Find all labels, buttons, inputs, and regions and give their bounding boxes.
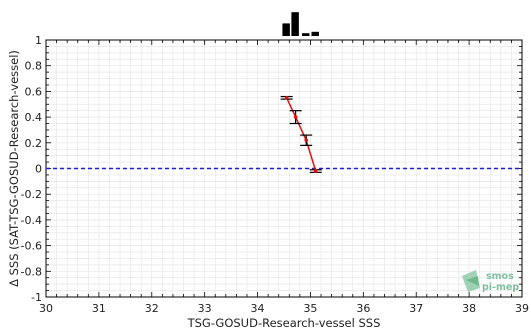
x-tick-label: 37 (409, 302, 423, 315)
data-point (293, 115, 298, 119)
histogram-bar (282, 23, 290, 36)
x-tick-label: 38 (462, 302, 476, 315)
y-tick-label: -0.2 (21, 188, 42, 201)
histogram-layer (282, 12, 319, 36)
y-tick-label: 0.2 (25, 137, 43, 150)
tick-label-layer: 30 31 32 33 34 35 36 37 38 39 -1 -0.8 -0.6 -0.4 -0.2 0 0… (21, 34, 529, 315)
data-point (304, 138, 309, 143)
histogram-bar (301, 33, 310, 36)
x-tick-label: 36 (356, 302, 370, 315)
x-tick-label: 34 (251, 302, 265, 315)
y-tick-label: -1 (31, 291, 42, 304)
data-point (313, 169, 318, 173)
y-tick-label: 1 (35, 34, 42, 47)
y-axis-title: Δ SSS (SAT-TSG-GOSUD-Research-vessel) (7, 50, 21, 287)
y-tick-label: 0.8 (25, 60, 43, 73)
y-tick-label: 0 (35, 163, 42, 176)
x-tick-label: 31 (92, 302, 106, 315)
y-tick-label: 0.4 (25, 111, 43, 124)
histogram-bar (291, 12, 299, 36)
data-point (284, 96, 289, 100)
series-line (285, 97, 317, 172)
y-tick-label: -0.4 (21, 214, 42, 227)
y-tick-label: 0.6 (25, 85, 43, 98)
x-tick-label: 35 (303, 302, 317, 315)
smos-pi-mep-logo: smos pi-mep (462, 270, 519, 293)
y-tick-label: -0.8 (21, 265, 42, 278)
x-tick-label: 39 (515, 302, 529, 315)
logo-line1: smos (486, 271, 514, 282)
x-axis-title: TSG-GOSUD-Research-vessel SSS (187, 316, 381, 330)
y-tick-label: -0.6 (21, 240, 42, 253)
x-tick-label: 30 (39, 302, 53, 315)
series-layer (280, 95, 322, 173)
x-tick-label: 32 (145, 302, 159, 315)
histogram-bar (311, 31, 319, 36)
x-tick-label: 33 (198, 302, 212, 315)
logo-line2: pi-mep (482, 282, 519, 293)
